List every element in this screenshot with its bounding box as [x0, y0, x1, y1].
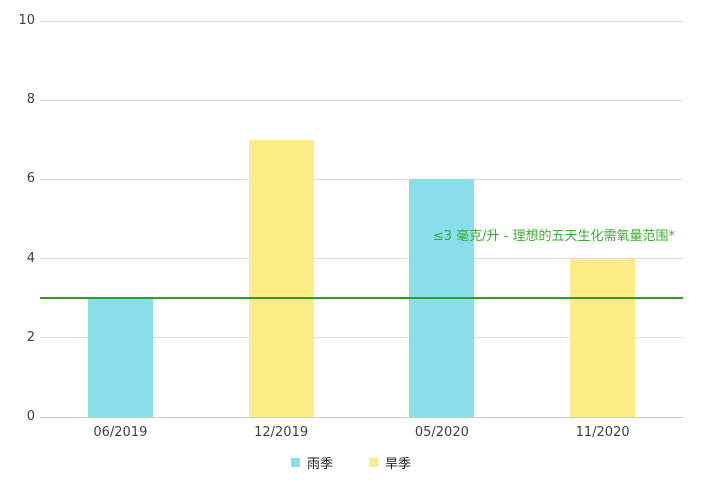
gridline	[40, 258, 683, 260]
legend-item-雨季[interactable]: 雨季	[290, 453, 333, 472]
plot-area: ≤3 毫克/升 - 理想的五天生化需氧量范围*	[40, 20, 683, 418]
gridline	[40, 337, 683, 339]
y-axis: 0 2 4 6 8 10	[0, 0, 35, 498]
legend-label: 旱季	[385, 457, 412, 472]
y-tick-label: 2	[26, 329, 35, 345]
gridline	[40, 178, 683, 180]
x-axis: 06/2019 12/2019 05/2020 11/2020	[40, 425, 683, 443]
y-tick-label: 8	[26, 92, 35, 108]
bar-旱季-12-2019[interactable]	[248, 139, 314, 417]
reference-line-label: ≤3 毫克/升 - 理想的五天生化需氧量范围*	[432, 229, 675, 244]
bar-雨季-06-2019[interactable]	[87, 298, 153, 417]
gridline	[40, 20, 683, 22]
bar-旱季-11-2020[interactable]	[570, 258, 636, 417]
y-tick-label: 10	[18, 13, 35, 28]
gridline	[40, 99, 683, 101]
legend-swatch-icon	[290, 458, 300, 467]
y-tick-label: 4	[26, 250, 35, 266]
x-tick-label: 06/2019	[93, 425, 148, 440]
legend: 雨季 旱季	[0, 453, 702, 472]
y-tick-label: 0	[26, 409, 35, 424]
legend-label: 雨季	[306, 457, 333, 472]
legend-item-旱季[interactable]: 旱季	[369, 453, 411, 472]
gridline	[40, 416, 683, 418]
x-tick-label: 05/2020	[414, 425, 469, 440]
y-tick-label: 6	[26, 171, 35, 187]
x-tick-label: 12/2019	[254, 425, 309, 440]
x-tick-label: 11/2020	[575, 425, 630, 440]
legend-swatch-icon	[369, 458, 378, 467]
reference-line	[40, 297, 683, 300]
